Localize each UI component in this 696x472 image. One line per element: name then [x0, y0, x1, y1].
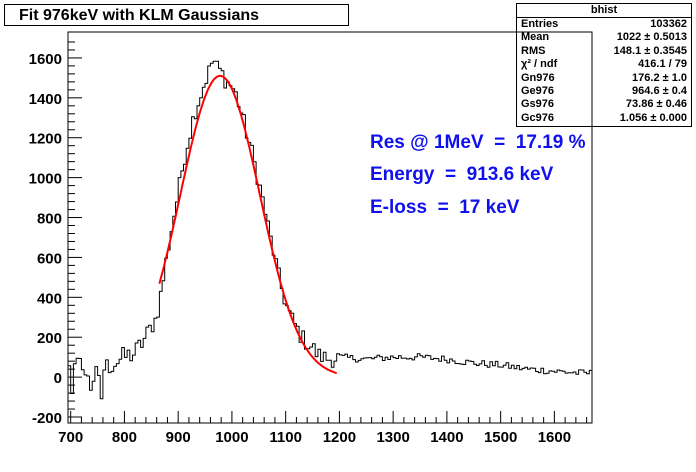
x-tick-label: 700 — [58, 429, 83, 446]
stats-label: χ² / ndf — [521, 58, 558, 71]
y-tick-label: 1000 — [29, 171, 62, 188]
stats-value: 73.86 ± 0.46 — [625, 98, 687, 111]
stats-label: Gn976 — [521, 71, 555, 84]
x-tick-label: 1200 — [323, 429, 356, 446]
energy-annotation: Energy = 913.6 keV — [370, 164, 554, 185]
plot-title: Fit 976keV with KLM Gaussians — [4, 4, 349, 26]
gaussian-fit-line — [158, 74, 337, 375]
stats-row: Gc976 1.056 ± 0.000 — [517, 112, 691, 125]
y-tick-label: 1200 — [29, 131, 62, 148]
stats-row: RMS 148.1 ± 0.3545 — [517, 45, 691, 58]
y-tick-label: 200 — [37, 330, 62, 347]
x-tick-label: 1500 — [484, 429, 517, 446]
y-tick-label: -200 — [32, 410, 62, 427]
stats-name: bhist — [517, 4, 691, 18]
x-tick-label: 1000 — [215, 429, 248, 446]
histogram-steps — [68, 60, 592, 400]
stats-row: χ² / ndf 416.1 / 79 — [517, 58, 691, 71]
stats-row: Entries 103362 — [517, 18, 691, 31]
x-tick-label: 1600 — [538, 429, 571, 446]
stats-row: Gn976 176.2 ± 1.0 — [517, 72, 691, 85]
x-tick-label: 900 — [166, 429, 191, 446]
x-tick-label: 1100 — [269, 429, 302, 446]
x-tick-label: 800 — [112, 429, 137, 446]
y-tick-label: 400 — [37, 290, 62, 307]
stats-box: bhist Entries 103362 Mean 1022 ± 0.5013 RM… — [516, 3, 692, 127]
stats-value: 176.2 ± 1.0 — [632, 71, 687, 84]
y-tick-label: 1600 — [29, 51, 62, 68]
stats-value: 1.056 ± 0.000 — [619, 111, 687, 124]
stats-value: 964.6 ± 0.4 — [632, 84, 687, 97]
stats-row: Gs976 73.86 ± 0.46 — [517, 98, 691, 111]
y-tick-label: 600 — [37, 250, 62, 267]
y-tick-label: 800 — [37, 211, 62, 228]
stats-value: 103362 — [650, 18, 687, 30]
y-tick-label: 1400 — [29, 91, 62, 108]
stats-label: Mean — [521, 31, 550, 44]
x-tick-label: 1300 — [376, 429, 409, 446]
stats-label: Gc976 — [521, 111, 555, 124]
stats-row: Ge976 964.6 ± 0.4 — [517, 85, 691, 98]
plot-frame — [67, 31, 593, 424]
stats-row: Mean 1022 ± 0.5013 — [517, 31, 691, 44]
stats-value: 148.1 ± 0.3545 — [613, 44, 687, 57]
stats-label: RMS — [521, 44, 546, 57]
y-tick-label: 0 — [54, 370, 62, 387]
stats-value: 416.1 / 79 — [638, 58, 687, 71]
resolution-annotation: Res @ 1MeV = 17.19 % — [370, 132, 586, 153]
stats-label: Entries — [521, 18, 559, 30]
stats-label: Gs976 — [521, 98, 555, 111]
eloss-annotation: E-loss = 17 keV — [370, 197, 520, 218]
stats-value: 1022 ± 0.5013 — [616, 31, 687, 44]
x-tick-label: 1400 — [430, 429, 463, 446]
stats-label: Ge976 — [521, 84, 555, 97]
